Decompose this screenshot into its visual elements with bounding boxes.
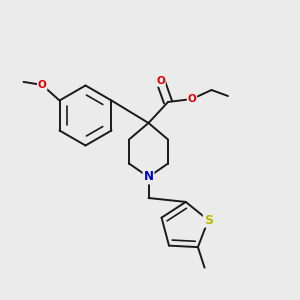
Text: S: S <box>204 214 213 226</box>
Text: N: N <box>143 170 154 184</box>
Text: O: O <box>188 94 196 104</box>
Text: O: O <box>38 80 46 90</box>
Text: O: O <box>156 76 165 86</box>
